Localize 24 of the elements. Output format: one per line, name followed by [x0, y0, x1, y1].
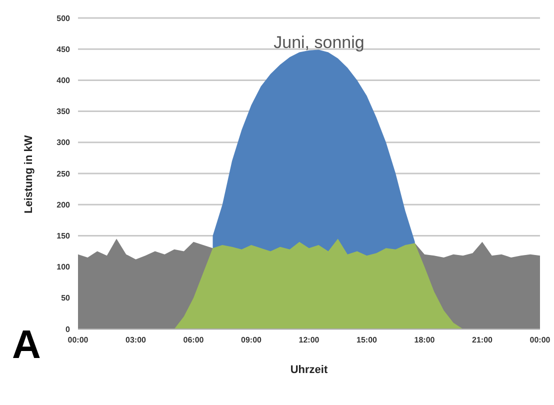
x-tick-label: 12:00 — [298, 336, 320, 345]
y-tick-label: 300 — [56, 138, 71, 148]
text: A — [12, 323, 41, 368]
y-tick-label: 250 — [56, 169, 71, 178]
y-tick-label: 400 — [56, 76, 71, 86]
y-tick-label: 50 — [61, 294, 71, 303]
text: Juni, sonnig — [274, 33, 364, 52]
x-tick-label: 09:00 — [241, 336, 262, 345]
y-tick-label: 100 — [56, 262, 71, 272]
y-tick-label: 500 — [56, 14, 71, 23]
y-axis-title: Leistung in kW — [22, 134, 35, 214]
x-tick-label: 03:00 — [126, 336, 147, 345]
y-tick-label: 350 — [56, 107, 71, 116]
y-tick-label: 450 — [56, 44, 71, 54]
x-tick-label: 15:00 — [356, 336, 378, 345]
x-tick-label: 00:00 — [530, 336, 551, 345]
x-tick-label: 18:00 — [414, 336, 436, 345]
x-tick-label: 00:00 — [68, 336, 89, 345]
x-tick-label: 06:00 — [183, 336, 204, 345]
y-tick-label: 150 — [56, 232, 71, 241]
y-tick-label: 200 — [56, 200, 71, 210]
x-axis-title: Uhrzeit — [290, 364, 328, 376]
y-tick-label: 0 — [66, 324, 71, 334]
x-tick-label: 21:00 — [472, 336, 494, 345]
